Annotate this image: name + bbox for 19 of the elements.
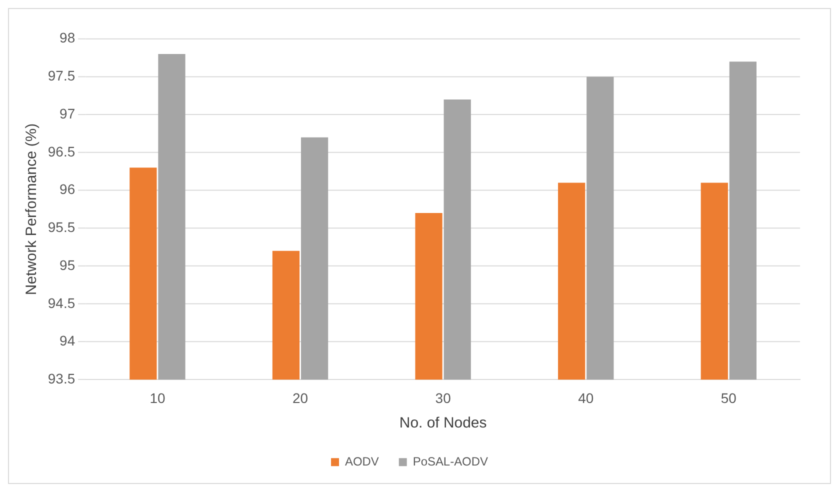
y-tick-label: 94	[60, 332, 76, 349]
x-tick-label: 20	[292, 390, 308, 406]
y-axis-title: Network Performance (%)	[23, 123, 40, 296]
y-tick-label: 97	[60, 105, 76, 122]
legend-label: AODV	[344, 454, 379, 468]
y-tick-label: 94.5	[48, 294, 76, 311]
y-tick-label: 95	[60, 256, 76, 273]
y-tick-label: 93.5	[48, 370, 76, 386]
x-tick-label: 40	[578, 390, 594, 406]
x-tick-label: 10	[150, 390, 166, 406]
x-tick-label: 30	[435, 390, 452, 406]
y-tick-label: 96	[60, 181, 76, 198]
x-axis-title: No. of Nodes	[399, 414, 487, 432]
legend-label: PoSAL-AODV	[412, 454, 488, 468]
y-tick-label: 95.5	[48, 219, 76, 236]
y-tick-label: 96.5	[48, 143, 76, 160]
x-tick-label: 50	[720, 390, 737, 406]
y-tick-label: 97.5	[48, 68, 76, 84]
y-tick-label: 98	[60, 30, 76, 46]
